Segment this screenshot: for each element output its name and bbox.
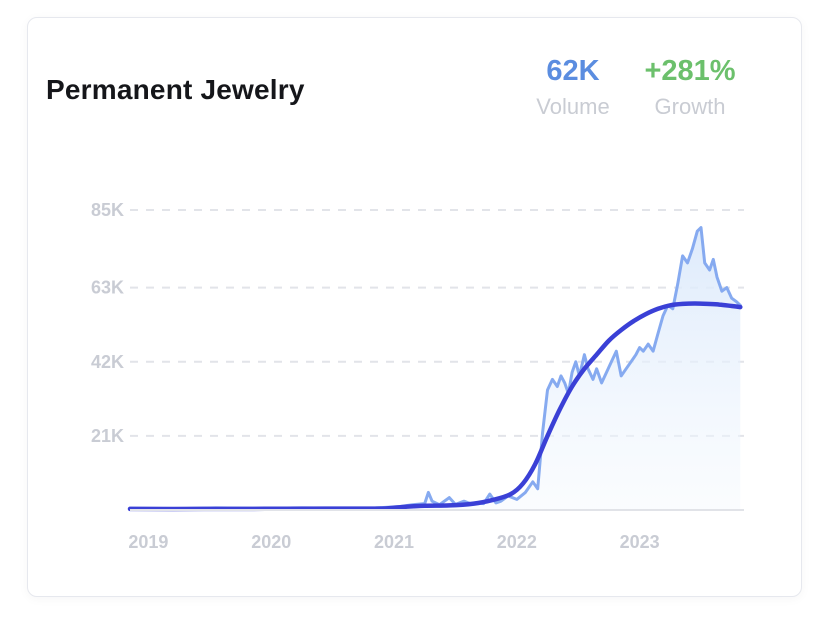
x-tick-label: 2020 [251, 532, 291, 552]
y-tick-label: 85K [91, 200, 124, 220]
y-tick-label: 21K [91, 426, 124, 446]
growth-metric: +281% Growth [615, 54, 765, 122]
y-tick-label: 63K [91, 278, 124, 298]
volume-metric: 62K Volume [513, 54, 633, 122]
y-tick-label: 42K [91, 352, 124, 372]
raw-series-area [130, 227, 741, 510]
card-title: Permanent Jewelry [46, 74, 305, 105]
trend-series-line [127, 301, 743, 512]
x-tick-label: 2019 [128, 532, 168, 552]
growth-label: Growth [654, 94, 726, 119]
growth-value: +281% [644, 55, 736, 87]
grid-lines [130, 209, 744, 437]
raw-series-line [128, 226, 742, 511]
x-tick-label: 2022 [497, 532, 537, 552]
x-axis-labels: 2019 2020 2021 2022 2023 [128, 532, 659, 552]
y-axis-labels: 85K 63K 42K 21K [91, 200, 124, 446]
volume-value: 62K [546, 55, 600, 87]
volume-label: Volume [536, 94, 610, 119]
x-tick-label: 2023 [620, 532, 660, 552]
x-tick-label: 2021 [374, 532, 414, 552]
